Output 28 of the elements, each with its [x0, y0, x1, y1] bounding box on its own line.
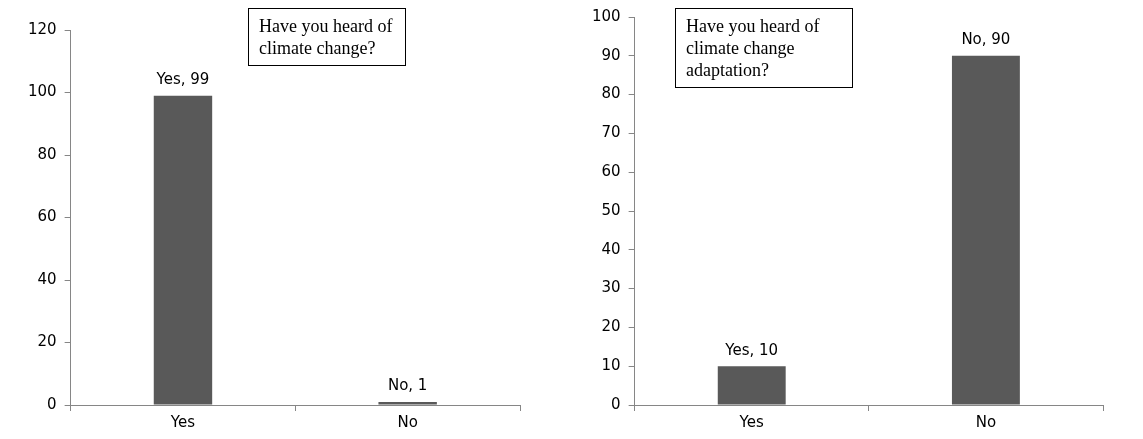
data-label: Yes, 99 [155, 70, 210, 89]
y-tick-label: 10 [601, 356, 621, 375]
x-tick-label: Yes [169, 412, 196, 431]
y-tick-label: 80 [37, 144, 57, 163]
annotation: Have you heard of climate change adaptation? [675, 8, 853, 88]
y-tick-label: 40 [601, 239, 621, 258]
x-tick-label: No [975, 412, 997, 431]
y-tick-label: 20 [601, 317, 621, 336]
data-label: No, 1 [387, 376, 428, 395]
y-tick-label: 80 [601, 84, 621, 103]
y-tick-label: 50 [601, 200, 621, 219]
y-tick-label: 70 [601, 123, 621, 142]
y-tick-label: 90 [601, 45, 621, 64]
y-tick-label: 30 [601, 278, 621, 297]
x-tick-label: No [397, 412, 418, 431]
y-tick-label: 100 [27, 82, 57, 101]
y-tick-label: 0 [611, 394, 621, 413]
y-tick-label: 0 [47, 394, 57, 413]
data-label: Yes, 10 [724, 340, 779, 359]
x-tick-label: Yes [738, 412, 765, 431]
y-tick-label: 100 [591, 6, 621, 25]
data-label: No, 90 [961, 30, 1011, 49]
y-tick-label: 60 [37, 207, 57, 226]
y-tick-label: 120 [27, 19, 57, 38]
y-tick-label: 60 [601, 162, 621, 181]
y-tick-label: 40 [37, 269, 57, 288]
annotation: Have you heard of climate change? [248, 8, 406, 66]
y-tick-label: 20 [37, 332, 57, 351]
